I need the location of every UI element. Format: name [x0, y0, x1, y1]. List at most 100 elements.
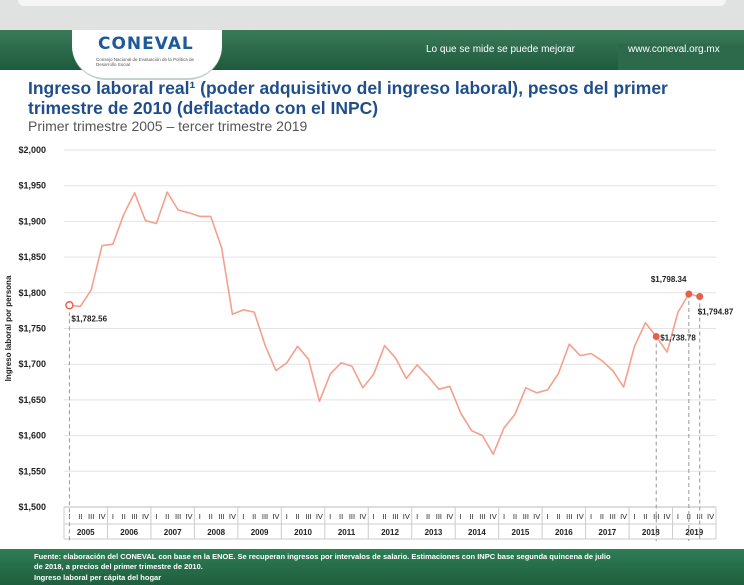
- browser-top-bar: [0, 0, 744, 30]
- quarter-tick-label: I: [199, 512, 201, 521]
- quarter-tick-label: IV: [664, 512, 671, 521]
- y-tick-label: $1,650: [18, 395, 46, 405]
- chart-title: Ingreso laboral real¹ (poder adquisitivo…: [28, 78, 668, 118]
- quarter-tick-label: I: [155, 512, 157, 521]
- series-line: [69, 191, 700, 456]
- quarter-tick-label: I: [633, 512, 635, 521]
- quarter-tick-label: IV: [577, 512, 584, 521]
- data-label: $1,798.34: [651, 275, 687, 284]
- quarter-tick-label: I: [547, 512, 549, 521]
- y-tick-label: $1,550: [18, 466, 46, 476]
- quarter-tick-label: I: [590, 512, 592, 521]
- quarter-tick-label: II: [469, 512, 473, 521]
- quarter-tick-label: II: [600, 512, 604, 521]
- quarter-tick-label: III: [392, 512, 398, 521]
- data-point-marker: [685, 290, 693, 298]
- y-tick-label: $1,900: [18, 216, 46, 226]
- quarter-tick-label: III: [523, 512, 529, 521]
- browser-address-pill[interactable]: [18, 0, 726, 6]
- quarter-tick-label: III: [218, 512, 224, 521]
- quarter-tick-label: III: [88, 512, 94, 521]
- y-tick-label: $1,850: [18, 252, 46, 262]
- y-tick-label: $1,750: [18, 324, 46, 334]
- y-tick-label: $1,500: [18, 502, 46, 512]
- quarter-tick-label: IV: [359, 512, 366, 521]
- year-tick-label: 2012: [381, 528, 399, 537]
- y-tick-label: $1,700: [18, 359, 46, 369]
- year-tick-label: 2017: [598, 528, 616, 537]
- quarter-tick-label: III: [436, 512, 442, 521]
- data-label: $1,782.56: [71, 314, 107, 323]
- data-label: $1,738.78: [660, 334, 696, 343]
- quarter-tick-label: IV: [142, 512, 149, 521]
- quarter-tick-label: II: [382, 512, 386, 521]
- quarter-tick-label: II: [296, 512, 300, 521]
- line-chart: $1,500 $1,550 $1,600 $1,650 $1,700 $1,750 $1,8…: [4, 145, 734, 541]
- quarter-tick-label: IV: [620, 512, 627, 521]
- footer-source-line1: Fuente: elaboración del CONEVAL con base…: [34, 552, 611, 561]
- quarter-tick-label: I: [503, 512, 505, 521]
- header-bar: CONEVAL Consejo Nacional de Evaluación d…: [0, 30, 744, 80]
- quarter-tick-label: III: [479, 512, 485, 521]
- year-tick-label: 2007: [164, 528, 182, 537]
- quarter-tick-label: II: [122, 512, 126, 521]
- data-point-marker: [696, 292, 704, 300]
- year-tick-label: 2015: [512, 528, 530, 537]
- quarter-tick-label: III: [175, 512, 181, 521]
- quarter-tick-label: IV: [446, 512, 453, 521]
- quarter-tick-label: III: [653, 512, 659, 521]
- footer-source-line2: de 2018, a precios del primer trimestre …: [34, 562, 203, 571]
- website-link[interactable]: www.coneval.org.mx: [628, 44, 720, 55]
- y-axis-title: Ingreso laboral por persona: [4, 275, 13, 381]
- footer-note: Ingreso laboral per cápita del hogar: [34, 573, 162, 582]
- quarter-tick-label: I: [460, 512, 462, 521]
- quarter-tick-label: II: [513, 512, 517, 521]
- quarter-tick-label: III: [349, 512, 355, 521]
- y-tick-label: $2,000: [18, 145, 46, 155]
- quarter-tick-label: IV: [707, 512, 714, 521]
- quarter-tick-label: I: [416, 512, 418, 521]
- data-point-marker: [652, 333, 660, 341]
- year-tick-label: 2014: [468, 528, 486, 537]
- data-point-marker: [65, 301, 74, 310]
- year-tick-label: 2019: [685, 528, 703, 537]
- quarter-tick-label: III: [305, 512, 311, 521]
- quarter-tick-label: III: [610, 512, 616, 521]
- quarter-tick-label: II: [556, 512, 560, 521]
- quarter-tick-label: II: [78, 512, 82, 521]
- quarter-tick-label: II: [687, 512, 691, 521]
- website-box: www.coneval.org.mx: [618, 44, 744, 70]
- logo-subtitle: Consejo Nacional de Evaluación de la Pol…: [96, 57, 195, 67]
- quarter-tick-label: I: [112, 512, 114, 521]
- quarter-tick-label: I: [242, 512, 244, 521]
- quarter-tick-label: I: [677, 512, 679, 521]
- quarter-tick-label: III: [262, 512, 268, 521]
- quarter-tick-label: IV: [185, 512, 192, 521]
- tagline: Lo que se mide se puede mejorar: [426, 44, 575, 55]
- quarter-tick-label: II: [643, 512, 647, 521]
- logo-tab: CONEVAL Consejo Nacional de Evaluación d…: [72, 30, 222, 80]
- quarter-tick-label: I: [373, 512, 375, 521]
- year-tick-label: 2016: [555, 528, 573, 537]
- data-label: $1,794.87: [698, 307, 734, 316]
- quarter-tick-label: IV: [403, 512, 410, 521]
- footer-bar: Fuente: elaboración del CONEVAL con base…: [0, 549, 744, 585]
- quarter-tick-label: IV: [490, 512, 497, 521]
- quarter-tick-label: II: [252, 512, 256, 521]
- y-tick-label: $1,600: [18, 431, 46, 441]
- coneval-logo: CONEVAL: [98, 34, 194, 54]
- year-tick-label: 2013: [425, 528, 443, 537]
- y-tick-label: $1,950: [18, 181, 46, 191]
- quarter-tick-label: II: [426, 512, 430, 521]
- quarter-tick-label: IV: [316, 512, 323, 521]
- quarter-tick-label: III: [132, 512, 138, 521]
- slide: CONEVAL Consejo Nacional de Evaluación d…: [0, 30, 744, 585]
- quarter-tick-label: III: [566, 512, 572, 521]
- quarter-tick-label: IV: [533, 512, 540, 521]
- year-tick-label: 2010: [294, 528, 312, 537]
- quarter-tick-label: II: [209, 512, 213, 521]
- year-tick-label: 2005: [77, 528, 95, 537]
- quarter-tick-label: II: [339, 512, 343, 521]
- quarter-tick-label: IV: [229, 512, 236, 521]
- y-tick-label: $1,800: [18, 288, 46, 298]
